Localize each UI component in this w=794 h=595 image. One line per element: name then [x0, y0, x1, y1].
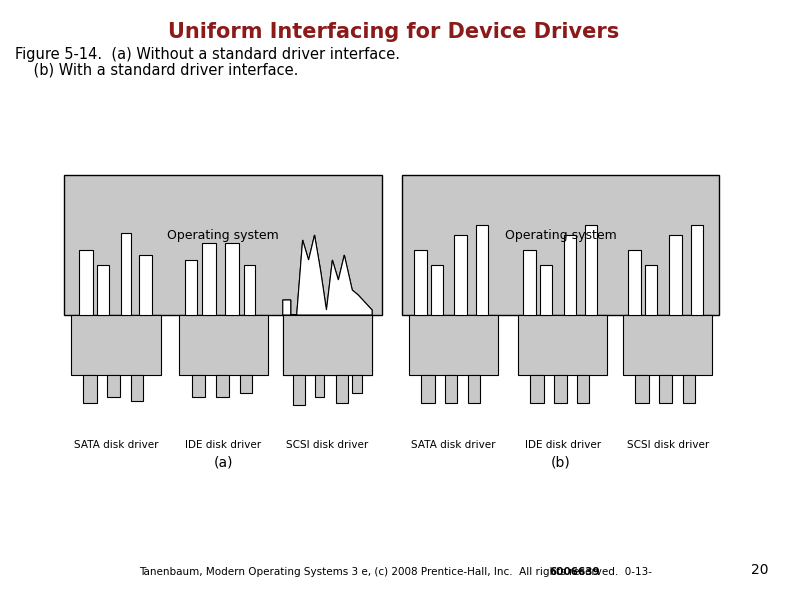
- Bar: [553, 375, 567, 403]
- Bar: [293, 375, 305, 405]
- Bar: [97, 265, 109, 315]
- Bar: [540, 265, 552, 315]
- Text: Uniform Interfacing for Device Drivers: Uniform Interfacing for Device Drivers: [168, 22, 619, 42]
- Text: IDE disk driver: IDE disk driver: [525, 440, 601, 450]
- Bar: [476, 225, 488, 315]
- Bar: [577, 375, 589, 403]
- Bar: [244, 265, 255, 315]
- Polygon shape: [283, 235, 372, 315]
- Bar: [414, 250, 426, 315]
- Bar: [691, 225, 703, 315]
- Bar: [683, 375, 695, 403]
- Text: Tanenbaum, Modern Operating Systems 3 e, (c) 2008 Prentice-Hall, Inc.  All right: Tanenbaum, Modern Operating Systems 3 e,…: [139, 567, 652, 577]
- Bar: [623, 315, 712, 375]
- Bar: [445, 375, 457, 403]
- Bar: [659, 375, 672, 403]
- Bar: [79, 250, 93, 315]
- Bar: [139, 255, 152, 315]
- Text: SATA disk driver: SATA disk driver: [74, 440, 158, 450]
- Bar: [216, 375, 229, 397]
- Bar: [283, 315, 372, 375]
- Text: Operating system: Operating system: [168, 228, 279, 242]
- Text: Operating system: Operating system: [505, 228, 616, 242]
- Text: Figure 5-14.  (a) Without a standard driver interface.: Figure 5-14. (a) Without a standard driv…: [15, 47, 400, 62]
- Text: (a): (a): [214, 455, 233, 469]
- Bar: [468, 375, 480, 403]
- Text: IDE disk driver: IDE disk driver: [185, 440, 261, 450]
- Bar: [645, 265, 657, 315]
- Bar: [402, 175, 719, 315]
- Bar: [409, 315, 498, 375]
- Bar: [523, 250, 536, 315]
- Bar: [454, 235, 468, 315]
- Bar: [353, 375, 362, 393]
- Bar: [518, 315, 607, 375]
- Bar: [628, 250, 641, 315]
- Bar: [314, 375, 325, 397]
- Text: SCSI disk driver: SCSI disk driver: [626, 440, 709, 450]
- Bar: [225, 243, 239, 315]
- Bar: [564, 235, 576, 315]
- Bar: [430, 265, 442, 315]
- Text: 6006639: 6006639: [549, 567, 600, 577]
- Bar: [64, 175, 382, 315]
- Bar: [121, 233, 131, 315]
- Text: 20: 20: [751, 563, 769, 577]
- Bar: [283, 315, 372, 375]
- Bar: [669, 235, 682, 315]
- Text: SATA disk driver: SATA disk driver: [411, 440, 495, 450]
- Bar: [184, 260, 198, 315]
- Text: (b): (b): [551, 455, 571, 469]
- Bar: [71, 315, 160, 375]
- Bar: [107, 375, 120, 397]
- Bar: [585, 225, 597, 315]
- Text: (b) With a standard driver interface.: (b) With a standard driver interface.: [15, 62, 299, 77]
- Bar: [337, 375, 349, 403]
- Bar: [530, 375, 544, 403]
- Bar: [635, 375, 649, 403]
- Bar: [421, 375, 434, 403]
- Text: SCSI disk driver: SCSI disk driver: [287, 440, 368, 450]
- Bar: [240, 375, 252, 393]
- Bar: [202, 243, 216, 315]
- Bar: [179, 315, 268, 375]
- Bar: [192, 375, 206, 397]
- Bar: [131, 375, 143, 401]
- Bar: [83, 375, 97, 403]
- Polygon shape: [283, 235, 372, 315]
